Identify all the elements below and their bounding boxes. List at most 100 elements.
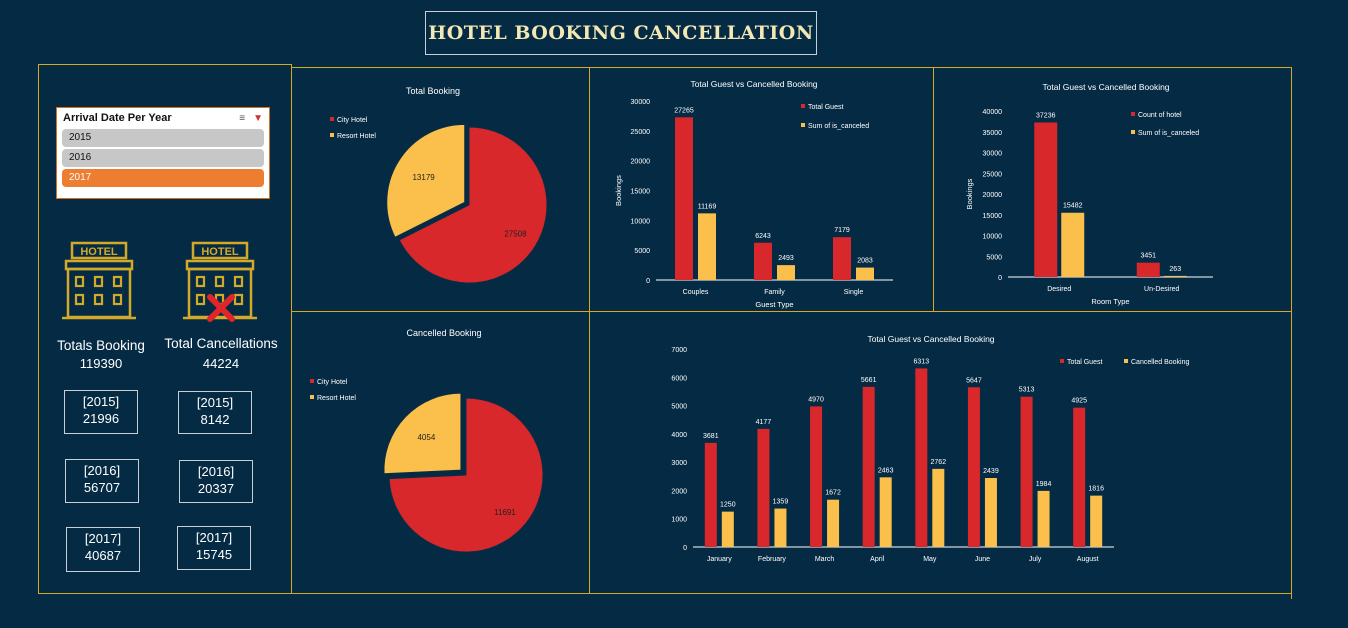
cancel-2017-year: [2017] bbox=[195, 530, 233, 545]
bar-4-legend-label-1: Cancelled Booking bbox=[1131, 359, 1189, 366]
pie-1-title: Cancelled Booking bbox=[406, 328, 481, 338]
slicer-item-2016[interactable]: 2016 bbox=[62, 149, 264, 167]
year-slicer: Arrival Date Per Year ≡ ▼ 2015 2016 2017 bbox=[56, 107, 270, 199]
pie-0-legend-label-1: Resort Hotel bbox=[337, 133, 376, 140]
bar-4-bar-7-0 bbox=[1073, 407, 1086, 547]
bar-4-bar-3-1 bbox=[879, 477, 892, 547]
booking-2017-box: [2017] 40687 bbox=[66, 527, 140, 572]
bar-4-bar-0-1 bbox=[721, 511, 734, 547]
pie-0-legend-label-0: City Hotel bbox=[337, 117, 368, 124]
bar-2-legend-swatch-1 bbox=[801, 123, 805, 127]
cancel-2017-value: 15745 bbox=[195, 547, 233, 562]
clear-filter-icon[interactable]: ▼ bbox=[253, 112, 263, 124]
total-booking-label: Totals Booking bbox=[57, 338, 145, 353]
bar-3-bar-0-1 bbox=[1061, 212, 1085, 277]
bar-4-xtick-7: August bbox=[1077, 556, 1099, 563]
bar-3-ytick-5: 25000 bbox=[983, 171, 1003, 178]
bar-2-datalabel-0-1: 11169 bbox=[698, 203, 717, 210]
bar-3-ytick-0: 0 bbox=[998, 275, 1002, 282]
bar-4-datalabel-4-1: 2762 bbox=[931, 459, 947, 466]
bar-2-bar-1-1 bbox=[777, 265, 795, 280]
bar-4-datalabel-1-0: 4177 bbox=[756, 419, 772, 426]
cancel-2017-box: [2017] 15745 bbox=[177, 526, 251, 570]
bar-2-xlabel: Guest Type bbox=[755, 300, 793, 309]
bar-2-ytick-0: 0 bbox=[646, 278, 650, 285]
bar-2-xtick-1: Family bbox=[764, 289, 785, 296]
bar-4-datalabel-0-1: 1250 bbox=[720, 502, 736, 509]
bar-3-title: Total Guest vs Cancelled Booking bbox=[1042, 82, 1169, 92]
bar-2-datalabel-1-1: 2493 bbox=[778, 255, 794, 262]
booking-2017-value: 40687 bbox=[84, 548, 122, 563]
bar-2-legend-label-0: Total Guest bbox=[808, 104, 843, 111]
bar-4-bar-6-1 bbox=[1037, 490, 1050, 547]
pie-1-label-resort-hotel: 4054 bbox=[417, 433, 435, 442]
bar-4-xtick-5: June bbox=[975, 556, 990, 563]
middle-divider bbox=[292, 311, 1291, 312]
bar-3-legend-swatch-0 bbox=[1131, 112, 1135, 116]
pie-1-legend-swatch-0 bbox=[310, 379, 314, 383]
bar-2-bar-2-1 bbox=[856, 267, 874, 280]
bar-3-ytick-3: 15000 bbox=[983, 213, 1003, 220]
slicer-item-2017[interactable]: 2017 bbox=[62, 169, 264, 187]
hotel-cancelled-icon-sign: HOTEL bbox=[201, 246, 239, 258]
pie-0-label-city-hotel: 27508 bbox=[504, 230, 527, 239]
bar-4-bar-4-1 bbox=[932, 468, 945, 547]
bar-3-datalabel-1-0: 3451 bbox=[1140, 253, 1156, 260]
bar-4-ytick-5: 5000 bbox=[671, 404, 687, 411]
bar-4-legend-swatch-1 bbox=[1124, 359, 1128, 363]
pie-1-slice-city-hotel bbox=[388, 397, 544, 553]
bar-3-bar-1-0 bbox=[1136, 262, 1160, 277]
pie-0-slice-city-hotel bbox=[398, 126, 548, 284]
bar-4-ytick-3: 3000 bbox=[671, 460, 687, 467]
bar-3-xtick-0: Desired bbox=[1047, 286, 1071, 293]
bar-4-bar-5-1 bbox=[984, 478, 997, 547]
bar-3-ytick-8: 40000 bbox=[983, 109, 1003, 116]
bar-4-xtick-2: March bbox=[815, 556, 835, 563]
bar-2-ylabel: Bookings bbox=[614, 175, 623, 206]
bar-4-bar-5-0 bbox=[967, 387, 980, 547]
bar-2-bar-0-0 bbox=[675, 117, 693, 280]
bar-4-datalabel-6-1: 1984 bbox=[1036, 481, 1052, 488]
bar-4-ytick-6: 6000 bbox=[671, 375, 687, 382]
pie-1-slice-resort-hotel bbox=[383, 392, 462, 475]
bar-3-ytick-6: 30000 bbox=[983, 151, 1003, 158]
bar-4-bar-1-0 bbox=[757, 428, 770, 547]
cancel-2015-value: 8142 bbox=[200, 412, 230, 427]
bar-2-ytick-6: 30000 bbox=[631, 99, 651, 106]
bar-3-datalabel-0-0: 37236 bbox=[1036, 112, 1056, 119]
bar-4-legend-swatch-0 bbox=[1060, 359, 1064, 363]
bar-3-legend-swatch-1 bbox=[1131, 130, 1135, 134]
bar-4-bar-4-0 bbox=[915, 368, 928, 547]
hotel-icon-sign: HOTEL bbox=[80, 246, 118, 258]
booking-2015-value: 21996 bbox=[82, 411, 120, 426]
slicer-title: Arrival Date Per Year bbox=[63, 112, 172, 124]
bar-4-datalabel-3-0: 5661 bbox=[861, 377, 877, 384]
left-panel-frame bbox=[38, 64, 292, 594]
bar-4-xtick-1: February bbox=[758, 556, 787, 563]
bar-2-bar-1-0 bbox=[754, 242, 772, 280]
bar-4-ytick-2: 2000 bbox=[671, 488, 687, 495]
bar-2-datalabel-2-0: 7179 bbox=[834, 227, 850, 234]
booking-2016-box: [2016] 56707 bbox=[65, 459, 139, 503]
multi-select-icon[interactable]: ≡ bbox=[239, 112, 246, 124]
pie-1-legend-label-1: Resort Hotel bbox=[317, 395, 356, 402]
cancel-2015-year: [2015] bbox=[196, 395, 234, 410]
bar-4-bar-3-0 bbox=[862, 386, 875, 547]
bar-4-datalabel-4-0: 6313 bbox=[914, 358, 930, 365]
bar-2-xtick-0: Couples bbox=[683, 289, 709, 296]
pie-0-legend-swatch-1 bbox=[330, 133, 334, 137]
booking-2016-year: [2016] bbox=[83, 463, 121, 478]
slicer-item-2015[interactable]: 2015 bbox=[62, 129, 264, 147]
booking-2017-year: [2017] bbox=[84, 531, 122, 546]
bar-2-ytick-5: 25000 bbox=[631, 129, 651, 136]
bar-4-ytick-7: 7000 bbox=[671, 347, 687, 354]
pie-0-title: Total Booking bbox=[406, 86, 460, 96]
bar-2-datalabel-1-0: 6243 bbox=[755, 233, 771, 240]
bar-4-datalabel-6-0: 5313 bbox=[1019, 387, 1035, 394]
hotel-icon: HOTEL bbox=[62, 241, 136, 320]
total-cancellations-value: 44224 bbox=[202, 356, 240, 371]
bar-2-xtick-2: Single bbox=[844, 289, 864, 296]
bar-4-datalabel-1-1: 1359 bbox=[773, 499, 789, 506]
top-divider bbox=[292, 67, 1291, 68]
booking-2015-box: [2015] 21996 bbox=[64, 390, 138, 434]
